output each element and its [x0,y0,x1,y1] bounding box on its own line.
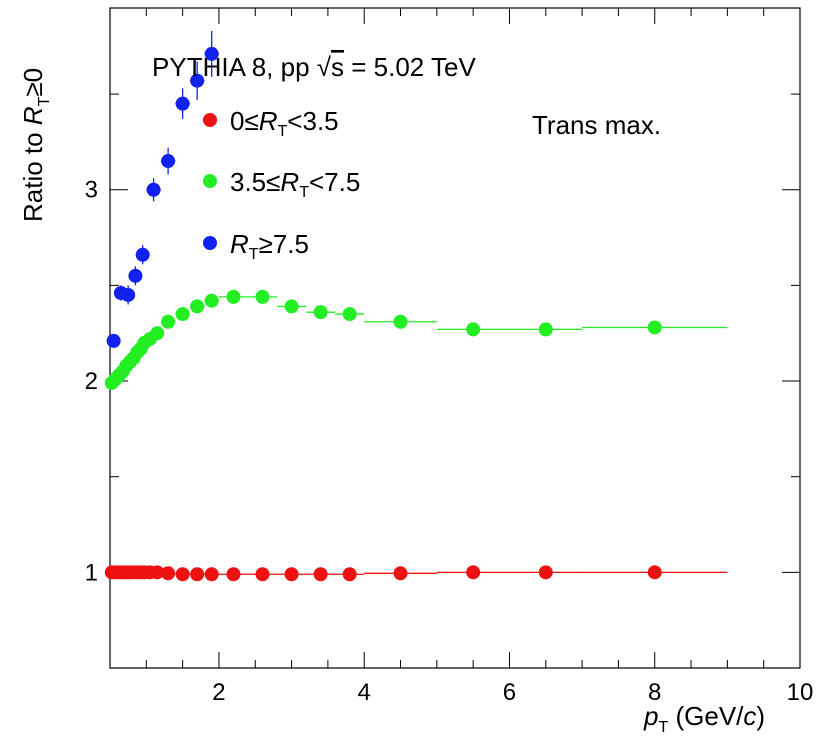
data-point [342,567,357,582]
x-tick-label: 8 [648,679,661,706]
data-point [161,314,176,329]
data-point [175,307,190,322]
data-point [313,305,328,320]
y-tick-label: 1 [85,559,98,586]
x-tick-label: 4 [358,679,371,706]
y-tick-label: 2 [85,368,98,395]
legend-entry-low: 0≤RT<3.5 [203,106,339,140]
data-point [128,268,143,283]
legend-entry-high: RT≥7.5 [203,229,309,263]
data-point [538,565,553,580]
data-point [204,567,219,582]
data-point [342,307,357,322]
legend: 0≤RT<3.5 3.5≤RT<7.5 RT≥7.5 [203,106,360,263]
data-point [226,289,241,304]
y-tick-label: 3 [85,177,98,204]
data-point [161,154,176,169]
data-point [190,73,205,88]
series-0 [104,565,728,582]
data-point [146,182,161,197]
legend-entry-mid: 3.5≤RT<7.5 [203,167,360,201]
data-point [226,567,241,582]
data-point [466,565,481,580]
legend-label-low: 0≤RT<3.5 [230,106,339,140]
legend-marker-mid [203,174,217,188]
y-axis-title: Ratio to RT≥0 [18,68,53,222]
data-point [204,293,219,308]
data-point [204,46,219,61]
legend-label-mid: 3.5≤RT<7.5 [230,167,360,201]
legend-label-high: RT≥7.5 [230,229,309,263]
data-point [466,322,481,337]
legend-marker-high [203,236,217,250]
data-point [150,326,165,341]
data-point [255,567,270,582]
data-point [135,247,150,262]
data-point [393,314,408,329]
data-point [190,567,205,582]
data-point [150,565,165,580]
data-point [161,566,176,581]
data-point [647,565,662,580]
legend-marker-low [203,113,217,127]
data-point [106,333,121,348]
annotation-region: Trans max. [532,110,661,140]
data-point [175,567,190,582]
x-axis-title: pT (GeV/c) [643,701,765,736]
data-point [647,320,662,335]
data-point [313,567,328,582]
series-1 [104,289,728,390]
series-2 [106,30,219,348]
x-tick-label: 10 [787,679,814,706]
x-tick-label: 6 [503,679,516,706]
data-point [121,287,136,302]
data-point [284,299,299,314]
series-layer [104,30,728,582]
data-point [284,567,299,582]
x-tick-label: 2 [212,679,225,706]
data-point [190,299,205,314]
data-point [393,566,408,581]
annotation-header: PYTHIA 8, pp √s = 5.02 TeV [152,52,476,82]
data-point [175,96,190,111]
data-point [255,289,270,304]
data-point [538,322,553,337]
